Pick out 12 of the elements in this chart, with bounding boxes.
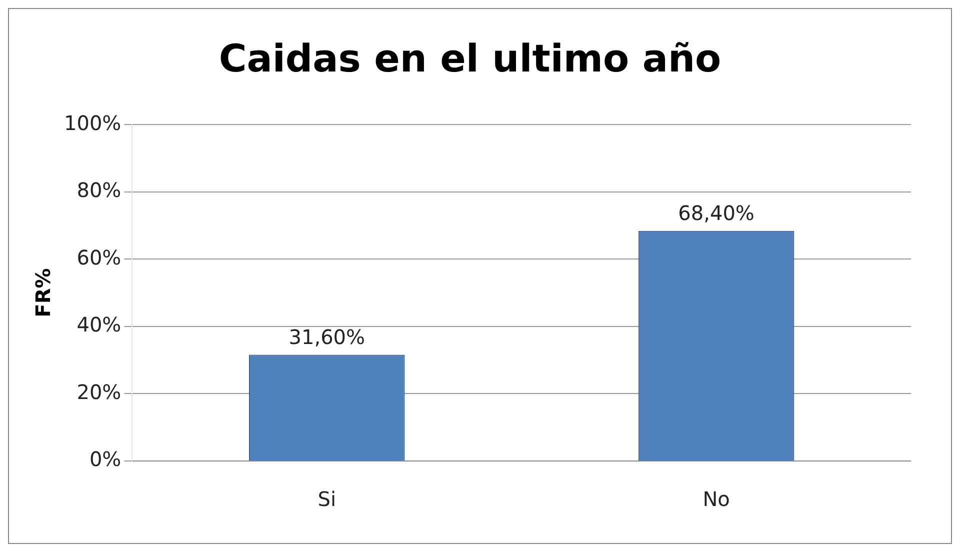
data-label: 31,60% — [288, 324, 366, 349]
y-axis-title: FR% — [31, 268, 56, 318]
y-tick-label: 40% — [76, 312, 122, 337]
y-tick-label: 20% — [76, 380, 122, 404]
y-tick-label: 80% — [76, 178, 122, 202]
y-tick-label: 0% — [89, 447, 122, 472]
data-label: 68,40% — [678, 201, 754, 226]
x-tick-label: No — [702, 487, 730, 512]
y-tick-label: 100% — [64, 110, 122, 135]
x-tick-label: Si — [318, 487, 336, 512]
y-tick-label: 60% — [76, 245, 122, 270]
chart-title: Caidas en el ultimo año — [218, 36, 722, 81]
